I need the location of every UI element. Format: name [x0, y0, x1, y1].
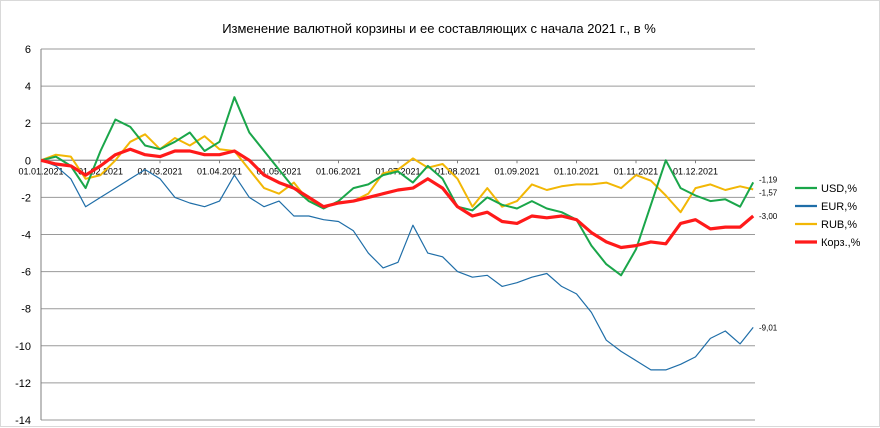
end-label-usd: -1,19: [759, 175, 778, 184]
y-tick-label: -2: [21, 192, 31, 204]
series-line-eur: [40, 159, 754, 371]
x-tick-labels: 01.01.2021 01.02.2021 01.03.2021 01.04.2021…: [18, 166, 718, 176]
y-tick-label: -12: [15, 378, 31, 390]
x-tick-label: 01.06.2021: [316, 166, 361, 176]
y-tick-label: 6: [25, 44, 31, 56]
x-tick-label: 01.04.2021: [197, 166, 242, 176]
y-tick-label: -8: [21, 304, 31, 316]
series-line-basket: [40, 147, 755, 250]
end-value-labels: -1,19 -9,01 -1,57 -3,00: [759, 175, 778, 332]
legend: USD,% EUR,% RUB,% Корз.,%: [795, 183, 861, 249]
legend-label: RUB,%: [821, 219, 857, 231]
x-tick-label: 01.11.2021: [614, 166, 658, 176]
legend-label: EUR,%: [821, 201, 857, 213]
y-tick-label: -6: [21, 267, 31, 279]
y-tick-label: 2: [25, 118, 31, 130]
end-label-eur: -9,01: [759, 323, 778, 332]
y-tick-label: -10: [15, 341, 31, 353]
x-tick-label: 01.12.2021: [673, 166, 718, 176]
chart-title: Изменение валютной корзины и ее составля…: [222, 21, 656, 36]
x-tick-label: 01.10.2021: [554, 166, 599, 176]
legend-label: USD,%: [821, 183, 857, 195]
x-tick-label: 01.05.2021: [256, 166, 301, 176]
axes: [40, 49, 755, 420]
y-tick-label: 4: [25, 81, 31, 93]
x-tick-label: 01.03.2021: [137, 166, 182, 176]
x-tick-label: 01.09.2021: [494, 166, 539, 176]
end-label-rub: -1,57: [759, 188, 778, 197]
y-tick-label: 0: [25, 155, 31, 167]
x-tick-label: 01.01.2021: [18, 166, 63, 176]
legend-label: Корз.,%: [821, 237, 861, 249]
x-tick-label: 01.02.2021: [78, 166, 123, 176]
series-lines: [40, 96, 755, 371]
series-line-usd: [40, 96, 755, 277]
gridlines: [41, 48, 755, 421]
y-tick-labels: 6 4 2 0 -2 -4 -6 -8 -10 -12 -14: [15, 44, 31, 427]
y-tick-label: -4: [21, 230, 31, 242]
end-label-basket: -3,00: [759, 212, 778, 221]
x-tick-label: 01.08.2021: [435, 166, 480, 176]
y-tick-label: -14: [15, 415, 31, 427]
